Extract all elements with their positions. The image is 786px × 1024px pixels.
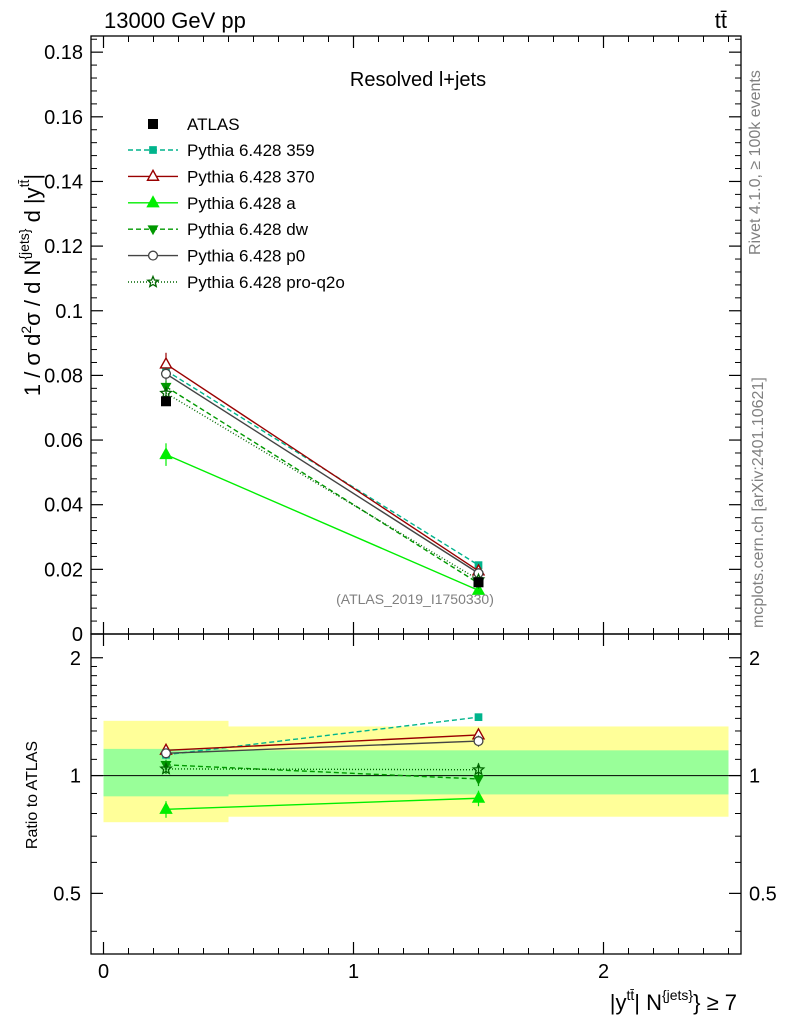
data-point: [159, 385, 173, 399]
ratio-line: [165, 716, 479, 756]
series-line: [165, 363, 479, 572]
series-line: [165, 453, 479, 592]
series-line: [165, 392, 479, 581]
ratio-y-ticks: 0.5 0.5 1 1 2 2: [53, 648, 777, 932]
legend-marker: [148, 119, 158, 129]
ratio-point: [159, 801, 173, 814]
y-tick-label: 0.18: [44, 42, 83, 64]
y-tick-label: 0.14: [44, 171, 83, 193]
x-axis-ticks: 0 1 2: [98, 36, 729, 983]
analysis-id-label: (ATLAS_2019_I1750330): [336, 591, 494, 607]
legend-marker: [149, 146, 157, 154]
data-point: [161, 396, 171, 407]
ratio-series: [159, 713, 486, 818]
ratio-frame: [90, 633, 742, 955]
legend-label: Pythia 6.428 359: [187, 141, 315, 160]
ratio-tick-label-right: 2: [749, 648, 760, 670]
data-point: [160, 368, 172, 379]
main-y-axis-label: 1 / σ d2σ / d N{jets} d |ytt̄|: [16, 174, 45, 396]
main-panel: 0 0.02 0.04 0.06 0.08 0.1 0.12 0.14 0.16 0.18 Res…: [44, 35, 742, 646]
y-tick-label: 0.04: [44, 495, 83, 517]
ratio-line: [165, 768, 479, 771]
ratio-tick-label-right: 0.5: [749, 883, 777, 905]
main-y-ticks: 0 0.02 0.04 0.06 0.08 0.1 0.12 0.14 0.16 0.18: [44, 38, 741, 646]
legend-label: Pythia 6.428 p0: [187, 247, 305, 266]
ratio-series-5: [159, 761, 486, 777]
series-4: [160, 367, 484, 579]
y-tick-label: 0.16: [44, 107, 83, 129]
x-tick-label: 0: [98, 961, 109, 983]
series-3: [160, 380, 484, 590]
x-tick-label: 2: [598, 961, 609, 983]
x-tick-label: 1: [348, 961, 359, 983]
svg-text:1 / σ d2σ / d N{jets} d |ytt̄|: 1 / σ d2σ / d N{jets} d |ytt̄|: [16, 174, 45, 396]
series-line: [165, 386, 479, 584]
ratio-point: [474, 713, 483, 722]
ratio-point: [471, 762, 486, 776]
ratio-tick-label-right: 1: [749, 766, 760, 788]
y-tick-label: 0.06: [44, 430, 83, 452]
ratio-series-4: [160, 735, 484, 759]
ratio-point: [159, 761, 173, 775]
mcplots-label: mcplots.cern.ch [arXiv:2401.10621]: [750, 377, 767, 628]
chart-title: Resolved l+jets: [350, 69, 486, 91]
ratio-line: [165, 740, 479, 754]
svg-text:|ytt̄| N{jets}} ≥ 7: |ytt̄| N{jets}} ≥ 7: [610, 987, 737, 1015]
y-tick-label: 0.08: [44, 365, 83, 387]
data-point: [159, 447, 173, 460]
y-tick-label: 0: [72, 624, 83, 646]
legend-marker: [146, 195, 160, 208]
ratio-y-axis-label: Ratio to ATLAS: [24, 741, 41, 849]
x-axis-label: |ytt̄| N{jets}} ≥ 7: [610, 987, 737, 1015]
legend-label: Pythia 6.428 dw: [187, 220, 309, 239]
legend-label: ATLAS: [187, 115, 240, 134]
ratio-uncertainty-bands: [103, 720, 729, 823]
legend-marker: [147, 250, 159, 261]
ratio-line: [165, 734, 479, 752]
legend: ATLAS Pythia 6.428 359 Pythia 6.428 370 Pyt…: [128, 115, 345, 292]
series-line: [165, 373, 479, 574]
ratio-panel: 0.5 0.5 1 1 2 2 0 1 2: [53, 36, 777, 983]
ratio-line: [165, 797, 479, 810]
main-series: [159, 352, 486, 595]
rivet-version-label: Rivet 4.1.0, ≥ 100k events: [747, 70, 764, 255]
ratio-tick-label-left: 0.5: [53, 883, 81, 905]
legend-label: Pythia 6.428 pro-q2o: [187, 273, 345, 292]
legend-marker: [147, 225, 159, 236]
header-process-label: tt̄: [715, 8, 727, 33]
ratio-line: [165, 764, 479, 780]
ratio-point: [473, 736, 484, 747]
legend-label: Pythia 6.428 370: [187, 167, 315, 186]
ratio-point: [160, 748, 172, 759]
data-point: [473, 577, 484, 588]
ratio-tick-label-left: 1: [70, 766, 81, 788]
series-2: [159, 443, 486, 595]
series-1: [159, 352, 486, 576]
legend-marker: [146, 274, 160, 288]
header-energy-label: 13000 GeV pp: [104, 8, 246, 33]
ratio-tick-label-left: 2: [70, 648, 81, 670]
y-tick-label: 0.02: [44, 559, 83, 581]
ratio-series-2: [159, 790, 486, 818]
legend-marker: [146, 168, 160, 181]
data-point: [159, 356, 173, 369]
legend-label: Pythia 6.428 a: [187, 194, 296, 213]
ratio-point: [471, 790, 486, 803]
y-tick-label: 0.1: [55, 301, 83, 323]
y-tick-label: 0.12: [44, 236, 83, 258]
atlas-data: [161, 396, 484, 588]
ratio-point: [473, 775, 484, 786]
